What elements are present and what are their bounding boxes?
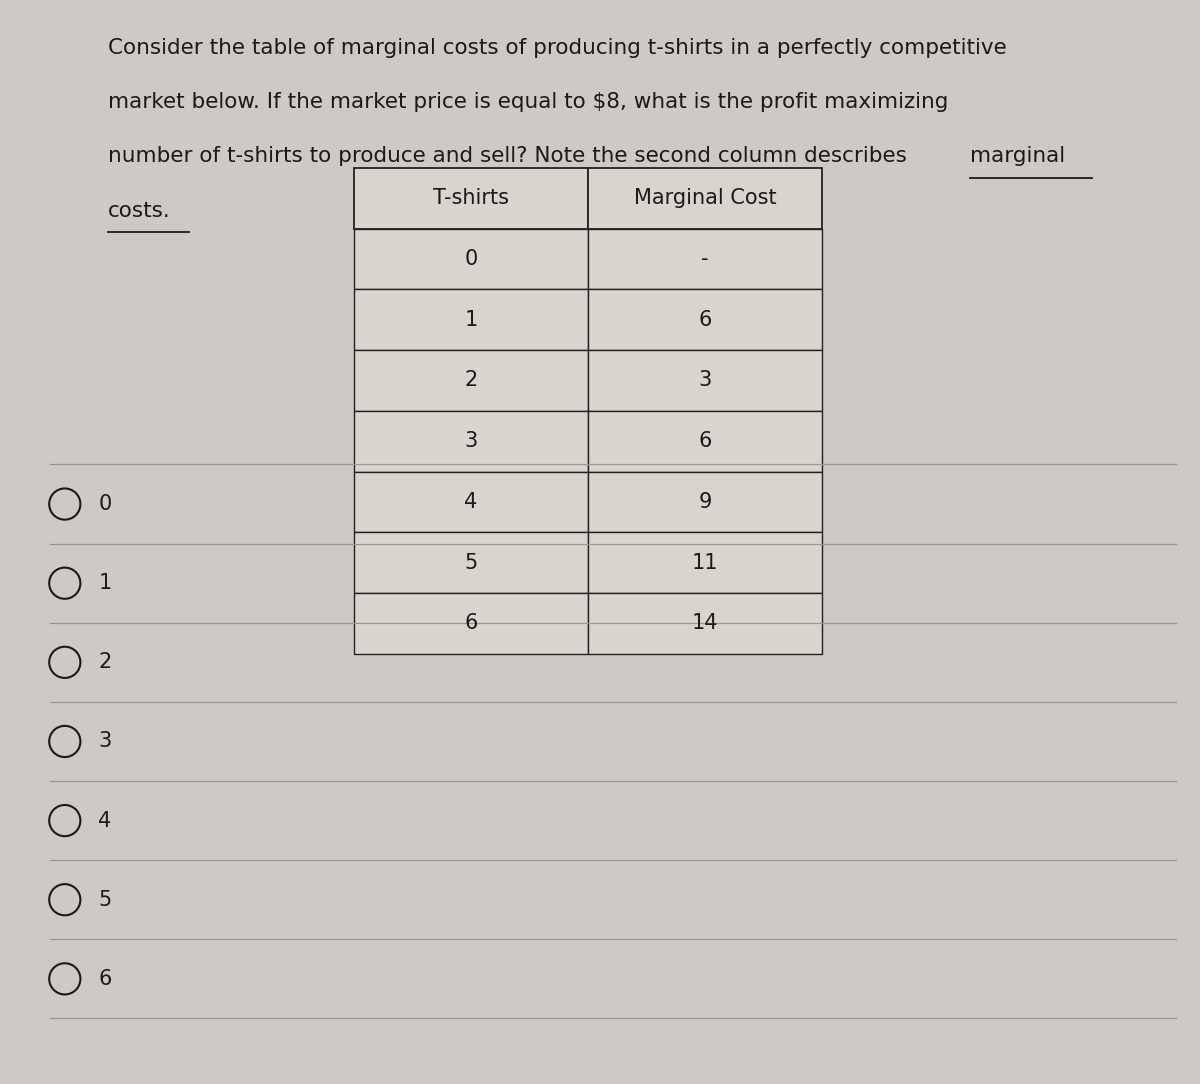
FancyBboxPatch shape bbox=[354, 472, 588, 532]
Text: 5: 5 bbox=[464, 553, 478, 572]
FancyBboxPatch shape bbox=[354, 168, 588, 229]
FancyBboxPatch shape bbox=[354, 350, 588, 411]
FancyBboxPatch shape bbox=[354, 411, 588, 472]
Text: 9: 9 bbox=[698, 492, 712, 512]
Text: 3: 3 bbox=[98, 732, 112, 751]
Text: 6: 6 bbox=[98, 969, 112, 989]
Text: 3: 3 bbox=[464, 431, 478, 451]
FancyBboxPatch shape bbox=[354, 229, 588, 289]
Text: 14: 14 bbox=[691, 614, 719, 633]
Text: 4: 4 bbox=[98, 811, 112, 830]
Text: -: - bbox=[701, 249, 709, 269]
Text: Marginal Cost: Marginal Cost bbox=[634, 189, 776, 208]
FancyBboxPatch shape bbox=[354, 593, 588, 654]
FancyBboxPatch shape bbox=[588, 411, 822, 472]
FancyBboxPatch shape bbox=[588, 593, 822, 654]
Text: costs.: costs. bbox=[108, 201, 170, 220]
Text: 0: 0 bbox=[464, 249, 478, 269]
Text: 6: 6 bbox=[698, 431, 712, 451]
Text: market below. If the market price is equal to $8, what is the profit maximizing: market below. If the market price is equ… bbox=[108, 92, 948, 112]
Text: 3: 3 bbox=[698, 371, 712, 390]
Text: 5: 5 bbox=[98, 890, 112, 909]
FancyBboxPatch shape bbox=[354, 289, 588, 350]
Text: 4: 4 bbox=[464, 492, 478, 512]
Text: T-shirts: T-shirts bbox=[433, 189, 509, 208]
FancyBboxPatch shape bbox=[588, 289, 822, 350]
Text: 6: 6 bbox=[464, 614, 478, 633]
Text: number of t-shirts to produce and sell? Note the second column describes: number of t-shirts to produce and sell? … bbox=[108, 146, 913, 166]
FancyBboxPatch shape bbox=[588, 532, 822, 593]
Text: 1: 1 bbox=[464, 310, 478, 330]
FancyBboxPatch shape bbox=[354, 532, 588, 593]
Text: 6: 6 bbox=[698, 310, 712, 330]
FancyBboxPatch shape bbox=[588, 229, 822, 289]
Text: 2: 2 bbox=[98, 653, 112, 672]
Text: 11: 11 bbox=[691, 553, 719, 572]
Text: marginal: marginal bbox=[970, 146, 1064, 166]
Text: 1: 1 bbox=[98, 573, 112, 593]
Text: 2: 2 bbox=[464, 371, 478, 390]
FancyBboxPatch shape bbox=[588, 472, 822, 532]
Text: Consider the table of marginal costs of producing t-shirts in a perfectly compet: Consider the table of marginal costs of … bbox=[108, 38, 1007, 57]
FancyBboxPatch shape bbox=[588, 168, 822, 229]
FancyBboxPatch shape bbox=[588, 350, 822, 411]
Text: 0: 0 bbox=[98, 494, 112, 514]
